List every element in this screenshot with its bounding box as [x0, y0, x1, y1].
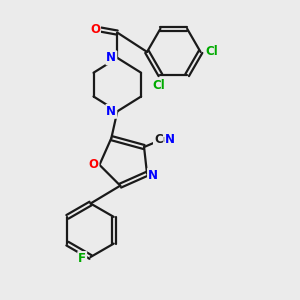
Text: C: C: [154, 133, 163, 146]
Text: Cl: Cl: [206, 45, 218, 58]
Text: O: O: [88, 158, 98, 171]
Text: N: N: [106, 51, 116, 64]
Text: Cl: Cl: [152, 79, 165, 92]
Text: N: N: [148, 169, 158, 182]
Text: F: F: [78, 252, 86, 265]
Text: N: N: [106, 105, 116, 118]
Text: N: N: [165, 133, 175, 146]
Text: O: O: [90, 23, 100, 36]
